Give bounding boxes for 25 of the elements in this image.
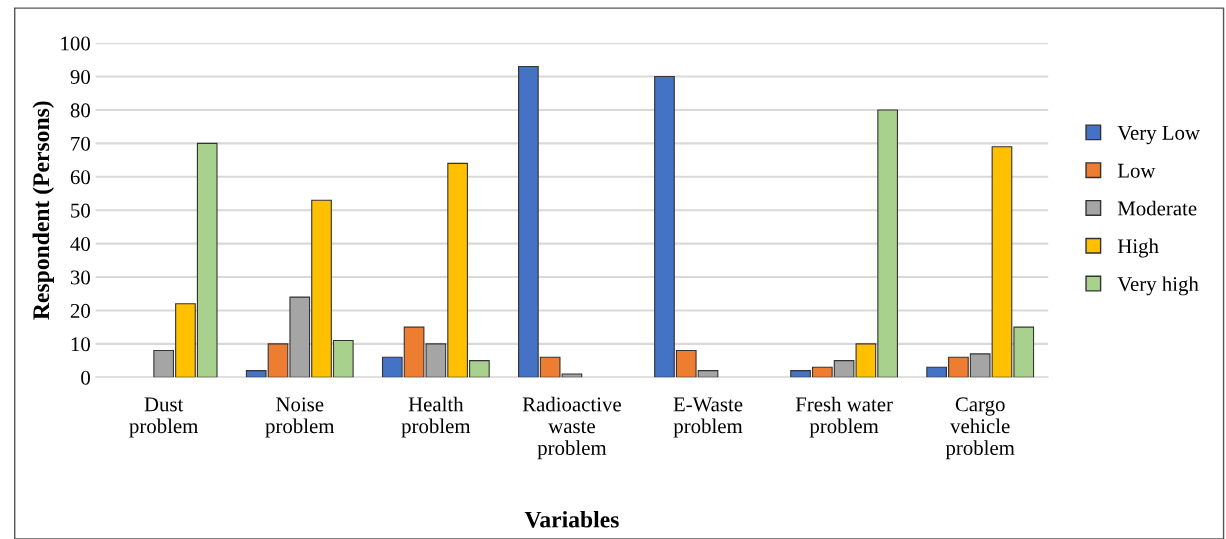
legend-label: Moderate <box>1117 200 1197 216</box>
x-tick-label: Health problem <box>401 396 471 438</box>
y-tick-label: 60 <box>70 170 90 185</box>
y-axis-title: Respondent (Persons) <box>32 101 54 320</box>
y-tick-label: 70 <box>71 136 90 151</box>
y-tick-label: 30 <box>70 270 90 285</box>
legend-label: Low <box>1117 163 1156 178</box>
x-tick-label: Dust problem <box>129 397 199 438</box>
x-tick-label: Radioactive waste problem <box>522 396 621 460</box>
x-tick-label: Noise problem <box>265 397 335 438</box>
y-tick-label: 100 <box>61 36 90 51</box>
y-tick-label: 0 <box>81 370 90 385</box>
y-tick-label: 40 <box>70 237 90 252</box>
y-tick-label: 20 <box>70 303 90 318</box>
y-tick-label: 10 <box>71 337 90 352</box>
x-tick-label: E-Waste problem <box>673 397 743 438</box>
y-tick-label: 50 <box>71 203 90 218</box>
x-tick-label: Cargo vehicle problem <box>945 397 1015 460</box>
x-tick-label: Fresh water problem <box>795 396 893 438</box>
y-tick-label: 80 <box>70 103 90 118</box>
legend-label: Very Low <box>1117 126 1200 145</box>
legend-label: High <box>1117 238 1159 258</box>
y-tick-label: 90 <box>70 69 90 84</box>
x-axis-title: Variables <box>524 510 619 528</box>
legend-label: Very high <box>1117 276 1199 296</box>
